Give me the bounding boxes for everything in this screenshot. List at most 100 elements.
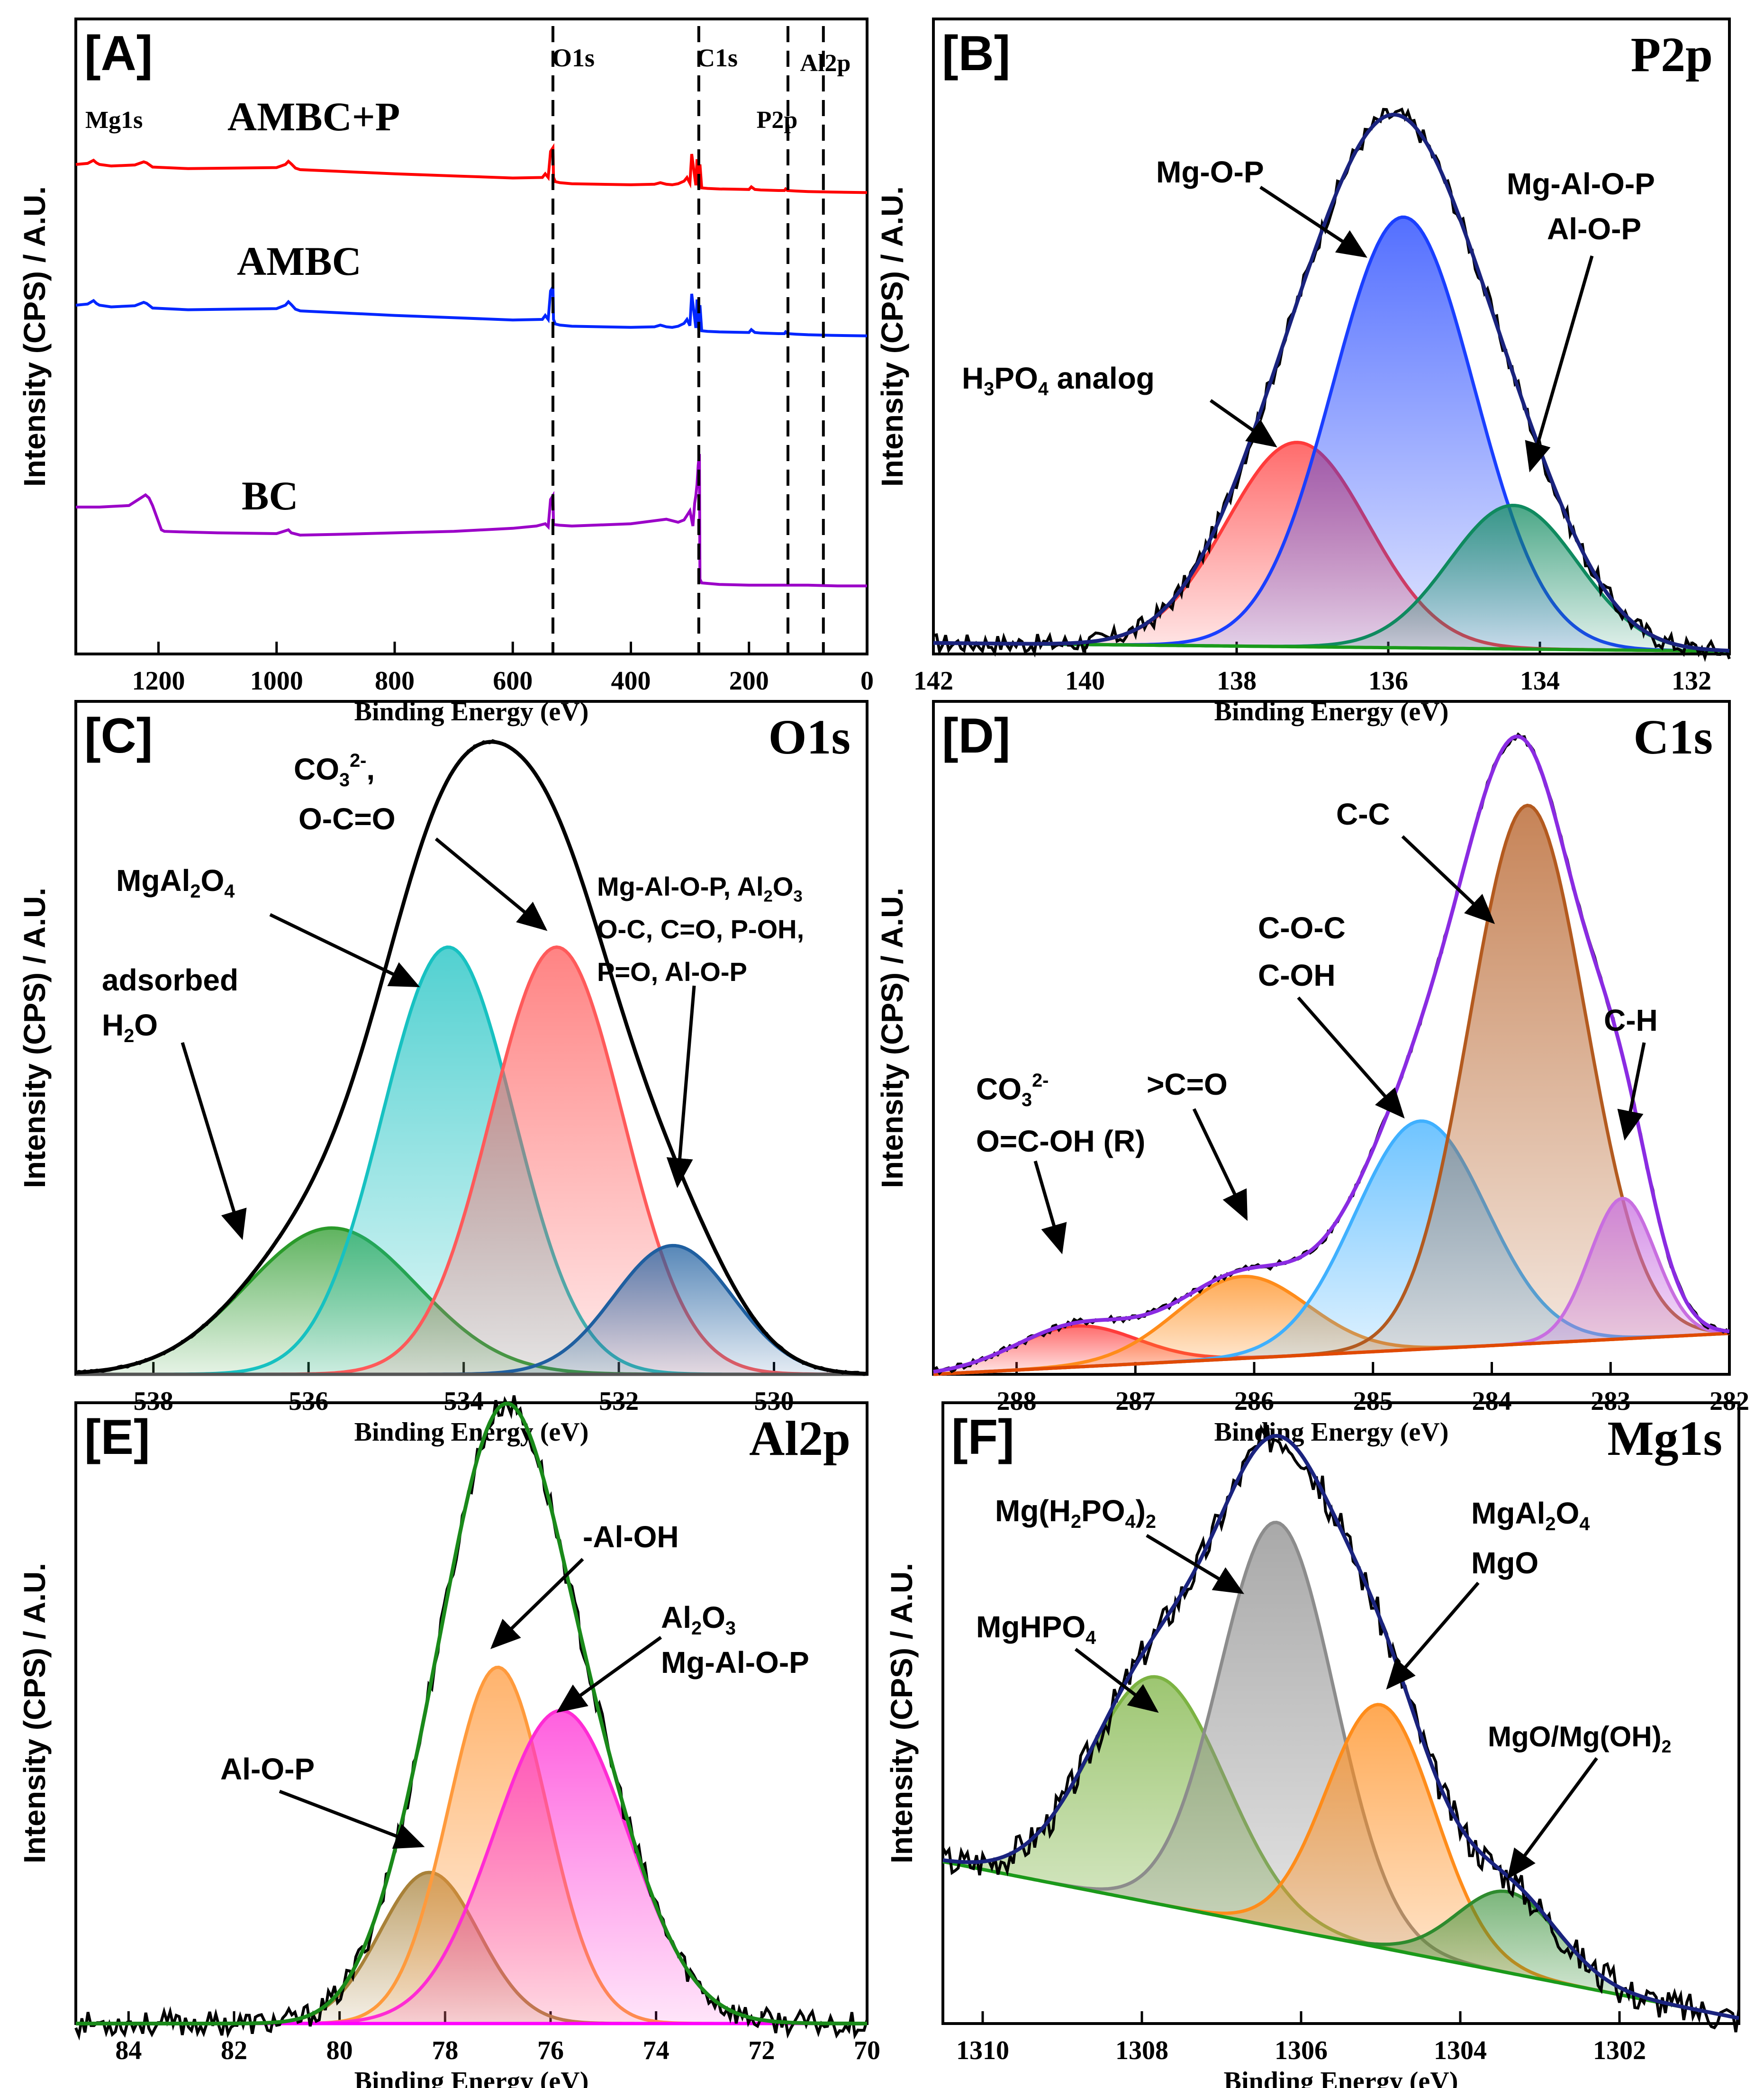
annotation-part: PO	[1081, 1494, 1125, 1528]
annotation-arrow-D	[1617, 1042, 1646, 1141]
annotation-part: O	[134, 1008, 158, 1042]
annotation-part: 3	[984, 379, 994, 399]
x-tick-label-B: 136	[1368, 666, 1408, 696]
x-tick-label-E: 72	[748, 2036, 775, 2065]
annotation-D: CO3​2-​	[976, 1070, 1049, 1110]
annotation-arrow-C	[269, 913, 420, 988]
panel-label-E: [E]	[84, 1410, 150, 1465]
annotation-arrow-F	[1074, 1648, 1159, 1713]
component-fill-C	[76, 947, 867, 1374]
annotation-part: 3	[339, 770, 350, 790]
raw-spectrum-B	[933, 107, 1731, 663]
annotation-A: C1s	[697, 44, 738, 72]
x-tick-label-A: 1200	[132, 666, 185, 696]
annotation-E: Mg-Al-O-P	[661, 1645, 809, 1679]
x-tick-label-A: 200	[729, 666, 769, 696]
annotation-E: Al-O-P	[220, 1752, 315, 1786]
annotation-part: )	[1136, 1494, 1146, 1528]
annotation-arrow-D	[1401, 835, 1495, 924]
annotation-part: CO	[294, 752, 339, 786]
panel-label-F: [F]	[951, 1410, 1014, 1465]
annotation-C: CO3​2-​,	[294, 750, 375, 790]
annotation-A: O1s	[552, 44, 595, 72]
annotation-A: AMBC	[237, 238, 362, 284]
annotation-arrow-E	[490, 1558, 584, 1649]
annotation-arrow-B	[1209, 399, 1277, 448]
annotation-part: 3	[725, 1618, 736, 1639]
annotation-part: 4	[1125, 1511, 1135, 1532]
x-tick-label-B: 142	[914, 666, 953, 696]
component-fill-C	[76, 1245, 867, 1374]
raw-spectrum-F	[941, 1424, 1740, 2033]
annotation-A: AMBC+P	[227, 94, 400, 139]
series-line-AMBC+P	[75, 143, 868, 194]
component-fill-F	[943, 1677, 1739, 2018]
annotation-arrow-D	[1192, 1108, 1248, 1221]
annotation-part: MgHPO	[976, 1610, 1086, 1644]
annotation-arrow-B	[1259, 186, 1367, 258]
x-tick-label-B: 140	[1065, 666, 1105, 696]
annotation-F: MgAl2​O4​	[1471, 1496, 1590, 1534]
x-axis-label-D: Binding Energy (eV)	[1214, 1417, 1449, 1447]
series-line-AMBC	[75, 282, 868, 337]
x-tick-label-F: 1304	[1434, 2036, 1487, 2065]
annotation-part: Al	[661, 1600, 691, 1634]
envelope-D	[933, 734, 1730, 1374]
y-axis-label-E: Intensity (CPS) / A.U.	[18, 1563, 52, 1863]
annotation-part: Mg(H	[995, 1494, 1071, 1528]
annotation-C: adsorbed	[102, 963, 238, 997]
annotation-part: 3	[1022, 1089, 1032, 1110]
panel-label-C: [C]	[84, 708, 153, 763]
annotation-D: O=C-OH (R)	[976, 1124, 1145, 1158]
annotation-part: MgAl	[116, 863, 190, 898]
annotation-A: P2p	[757, 107, 798, 134]
x-tick-label-E: 80	[326, 2036, 353, 2065]
annotation-C: O-C=O	[299, 802, 395, 836]
y-axis-label-C: Intensity (CPS) / A.U.	[18, 888, 52, 1188]
x-tick-label-E: 74	[643, 2036, 669, 2065]
annotation-C: H2​O	[102, 1008, 158, 1046]
annotation-C: Mg-Al-O-P, Al2​O3​	[597, 872, 803, 905]
baseline-D	[933, 1332, 1730, 1376]
plot-frame-D	[932, 700, 1731, 1376]
x-tick-label-A: 1000	[250, 666, 303, 696]
annotation-arrow-D	[1033, 1161, 1067, 1254]
x-tick-label-E: 78	[432, 2036, 458, 2065]
annotation-part: 4	[1579, 1514, 1590, 1534]
annotation-part: 2	[1662, 1736, 1672, 1756]
annotation-A: BC	[242, 473, 298, 518]
annotation-part: O	[1556, 1496, 1579, 1530]
y-axis-label-B: Intensity (CPS) / A.U.	[875, 186, 909, 487]
panel-label-A: [A]	[84, 26, 153, 81]
x-tick-label-E: 76	[537, 2036, 564, 2065]
annotation-arrow-B	[1525, 255, 1594, 472]
annotation-F: MgO	[1471, 1546, 1538, 1580]
plot-frame-B	[932, 18, 1731, 655]
annotation-part: O	[773, 872, 794, 901]
annotation-F: Mg(H2​PO4​)2​	[995, 1494, 1156, 1532]
panel-title-B: P2p	[1631, 27, 1713, 82]
component-fill-F	[943, 1704, 1739, 2018]
component-fill-B	[933, 217, 1729, 652]
annotation-arrow-F	[1507, 1757, 1598, 1879]
annotation-F: MgO/Mg(OH)2​	[1488, 1721, 1671, 1756]
envelope-E	[76, 1401, 867, 2025]
panel-label-D: [D]	[942, 708, 1010, 763]
x-tick-label-F: 1310	[956, 2036, 1009, 2065]
annotation-part: CO	[976, 1072, 1022, 1106]
panel-title-C: O1s	[769, 710, 850, 764]
annotation-C: MgAl2​O4​	[116, 863, 235, 902]
annotation-part: 2-	[1032, 1070, 1049, 1091]
annotation-C: O-C, C=O, P-OH,	[597, 914, 804, 944]
annotation-part: 2	[691, 1618, 702, 1639]
annotation-part: 4	[1038, 379, 1049, 399]
annotation-part: 2	[1545, 1514, 1556, 1534]
annotation-E: -Al-OH	[583, 1520, 679, 1554]
annotation-D: C-C	[1336, 797, 1390, 831]
y-axis-label-F: Intensity (CPS) / A.U.	[885, 1563, 919, 1863]
x-axis-label-C: Binding Energy (eV)	[354, 1417, 589, 1447]
component-fill-E	[76, 1667, 867, 2024]
component-fill-C	[76, 947, 867, 1374]
annotation-part: PO	[994, 361, 1038, 395]
